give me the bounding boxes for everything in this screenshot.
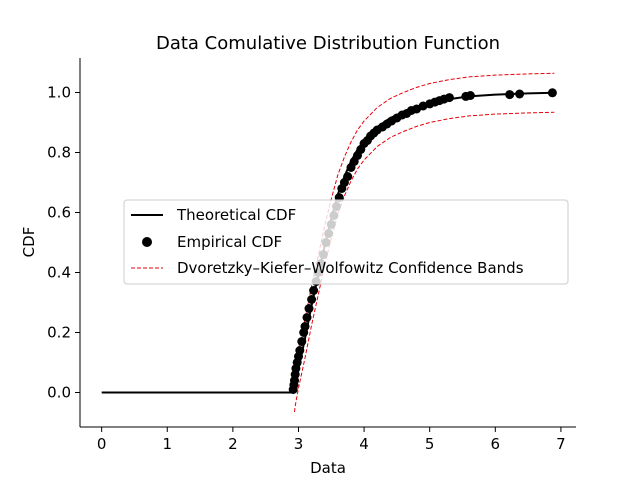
x-tick-label: 1	[162, 435, 172, 453]
y-tick-label: 0.4	[47, 264, 71, 282]
x-tick-label: 2	[228, 435, 238, 453]
legend-item-dkw-bands: Dvoretzky–Kiefer–Wolfowitz Confidence Ba…	[131, 259, 524, 277]
legend-marker-swatch	[142, 237, 152, 247]
x-tick-label: 4	[359, 435, 369, 453]
legend-label-empirical: Empirical CDF	[177, 233, 282, 251]
chart-title: Data Comulative Distribution Function	[156, 33, 500, 54]
y-tick-label: 0.2	[47, 324, 71, 342]
empirical-cdf-point	[307, 295, 317, 304]
empirical-cdf-point	[444, 93, 454, 103]
x-axis-ticks: 0 1 2 3 4 5 6 7	[97, 427, 566, 453]
legend-item-theoretical: Theoretical CDF	[131, 206, 296, 224]
y-axis-label: CDF	[20, 227, 38, 258]
empirical-cdf-point	[302, 313, 312, 322]
empirical-cdf-point	[297, 337, 307, 346]
empirical-cdf-point	[515, 89, 525, 99]
plot-area	[101, 72, 557, 413]
y-tick-label: 1.0	[47, 84, 71, 102]
x-tick-label: 7	[556, 435, 566, 453]
dkw-lower-band	[294, 111, 555, 413]
legend: Theoretical CDF Empirical CDF Dvoretzky–…	[123, 199, 569, 285]
empirical-cdf-point	[505, 90, 515, 100]
x-tick-label: 5	[425, 435, 435, 453]
x-tick-label: 3	[294, 435, 304, 453]
x-axis-label: Data	[310, 459, 346, 477]
legend-label-dkw-bands: Dvoretzky–Kiefer–Wolfowitz Confidence Ba…	[177, 259, 524, 277]
y-axis-ticks: 0.0 0.2 0.4 0.6 0.8 1.0	[47, 84, 80, 402]
legend-label-theoretical: Theoretical CDF	[176, 206, 296, 224]
empirical-cdf-point	[547, 88, 557, 98]
x-tick-label: 6	[491, 435, 501, 453]
empirical-cdf-point	[343, 172, 353, 181]
axes-spines	[79, 58, 576, 428]
empirical-cdf-point	[304, 304, 314, 313]
empirical-cdf-point	[295, 346, 305, 355]
legend-item-empirical: Empirical CDF	[142, 233, 282, 251]
y-tick-label: 0.6	[47, 204, 71, 222]
empirical-cdf-point	[309, 286, 319, 295]
empirical-cdf-point	[465, 91, 475, 100]
x-tick-label: 0	[97, 435, 107, 453]
empirical-cdf-point	[300, 322, 310, 331]
y-tick-label: 0.8	[47, 144, 71, 162]
y-tick-label: 0.0	[47, 384, 71, 402]
legend-box	[123, 199, 569, 285]
